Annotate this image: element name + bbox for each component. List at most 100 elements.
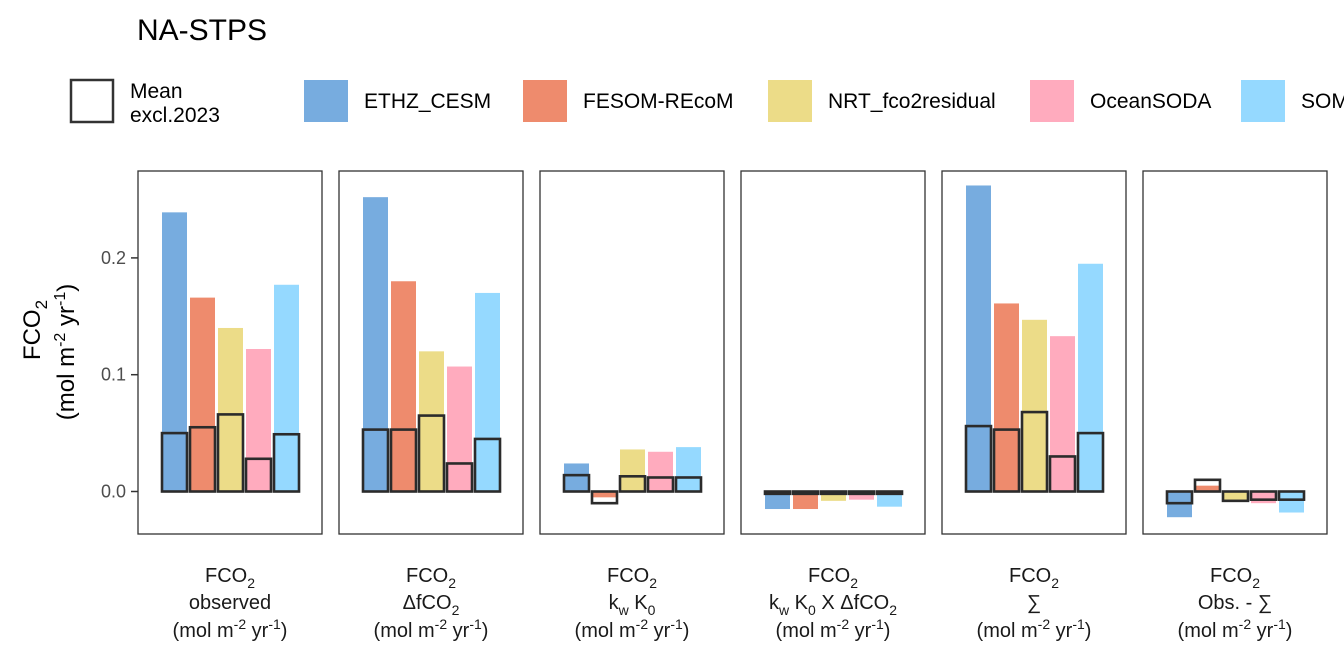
mean-bar (562, 473, 591, 493)
mean-bar (216, 413, 245, 493)
legend-swatch (1241, 80, 1285, 122)
mean-bar (791, 490, 820, 496)
bar (1223, 491, 1248, 500)
bar (1050, 336, 1075, 492)
bar (274, 284, 299, 492)
mean-bar (964, 424, 993, 493)
legend-entry-label: NRT_fco2residual (828, 90, 996, 113)
panel-label-line: (mol m-2 yr-1) (173, 616, 288, 642)
panel-label-line: ΔfCO2 (403, 592, 460, 618)
mean-bar (445, 462, 474, 493)
mean-bar (473, 437, 502, 493)
y-tick-label: 0.0 (101, 482, 126, 502)
mean-bar (1193, 478, 1222, 493)
panel-label-line: (mol m-2 yr-1) (1178, 616, 1293, 642)
bar (676, 447, 701, 492)
panel-frame (740, 170, 926, 535)
bar (1251, 491, 1276, 504)
bar (190, 297, 215, 492)
bar (620, 449, 645, 492)
bar (419, 351, 444, 492)
mean-bar (1277, 490, 1306, 501)
mean-bar (819, 490, 848, 496)
mean-bar (1249, 490, 1278, 501)
bar (765, 491, 790, 510)
panel-label-line: (mol m-2 yr-1) (776, 616, 891, 642)
panel-label-line: kw K0 (609, 592, 656, 618)
y-axis-unit: (mol m-2 yr-1) (52, 284, 80, 420)
mean-bar (272, 432, 301, 493)
bar (821, 491, 846, 501)
legend-swatch (523, 80, 567, 122)
bar (475, 292, 500, 492)
bar (1022, 319, 1047, 492)
mean-bar (417, 414, 446, 493)
mean-bar (1020, 410, 1049, 493)
bar (793, 491, 818, 510)
panel-label-middle: Obs. - ∑ (1198, 592, 1272, 614)
bar (564, 463, 589, 492)
mean-bar (1076, 431, 1105, 493)
mean-bar (389, 428, 418, 493)
mean-bar (875, 490, 904, 496)
panel-frame (1142, 170, 1328, 535)
chart-title: NA-STPS (137, 14, 267, 47)
panel-label-top: FCO2 (808, 565, 858, 591)
panel-label-line: (mol m-2 yr-1) (374, 616, 489, 642)
panel-label-top: FCO2 (1210, 565, 1260, 591)
mean-bar (992, 428, 1021, 493)
mean-bar (244, 457, 273, 493)
mean-bar (646, 476, 675, 493)
mean-bar (847, 490, 876, 496)
mean-bar (674, 476, 703, 493)
legend-mean-label-line1: Mean (130, 80, 183, 103)
panel-label-top: FCO2 (607, 565, 657, 591)
panel-frame (539, 170, 725, 535)
legend-mean-swatch (69, 78, 115, 124)
mean-bar (618, 475, 647, 493)
mean-bar (1048, 455, 1077, 493)
mean-bar (361, 428, 390, 493)
bar (246, 349, 271, 492)
legend-swatch (304, 80, 348, 122)
bar (162, 212, 187, 492)
mean-bar (160, 431, 189, 493)
bar (391, 281, 416, 492)
bar (1195, 485, 1220, 492)
bar (966, 185, 991, 492)
mean-bar (188, 425, 217, 493)
legend-entry-label: OceanSODA (1090, 90, 1211, 113)
panel-label-line: (mol m-2 yr-1) (575, 616, 690, 642)
bar (218, 327, 243, 492)
bar (363, 197, 388, 492)
y-tick-label: 0.2 (101, 248, 126, 268)
mean-bar (1165, 490, 1194, 505)
bar (994, 303, 1019, 492)
bar (877, 491, 902, 507)
y-tick-label: 0.1 (101, 365, 126, 385)
legend-swatch (1030, 80, 1074, 122)
mean-bar (590, 490, 619, 505)
legend-entry-label: SOM (1301, 90, 1344, 113)
panel-frame (941, 170, 1127, 535)
mean-bar (1221, 490, 1250, 503)
legend-swatch (768, 80, 812, 122)
bar (592, 491, 617, 498)
y-axis: 0.0 0.1 0.2 FCO2(mol m-2 yr-1) (19, 248, 138, 502)
bar (1078, 263, 1103, 492)
facet-panel: FCO2∑(mol m-2 yr-1) (941, 170, 1127, 642)
panel-label-middle: observed (189, 592, 271, 614)
legend-mean-label-line2: excl.2023 (130, 104, 220, 127)
legend-entry-label: ETHZ_CESM (364, 90, 491, 113)
panel-label-top: FCO2 (406, 565, 456, 591)
bar (849, 491, 874, 500)
y-axis-title: FCO2 (19, 300, 51, 360)
